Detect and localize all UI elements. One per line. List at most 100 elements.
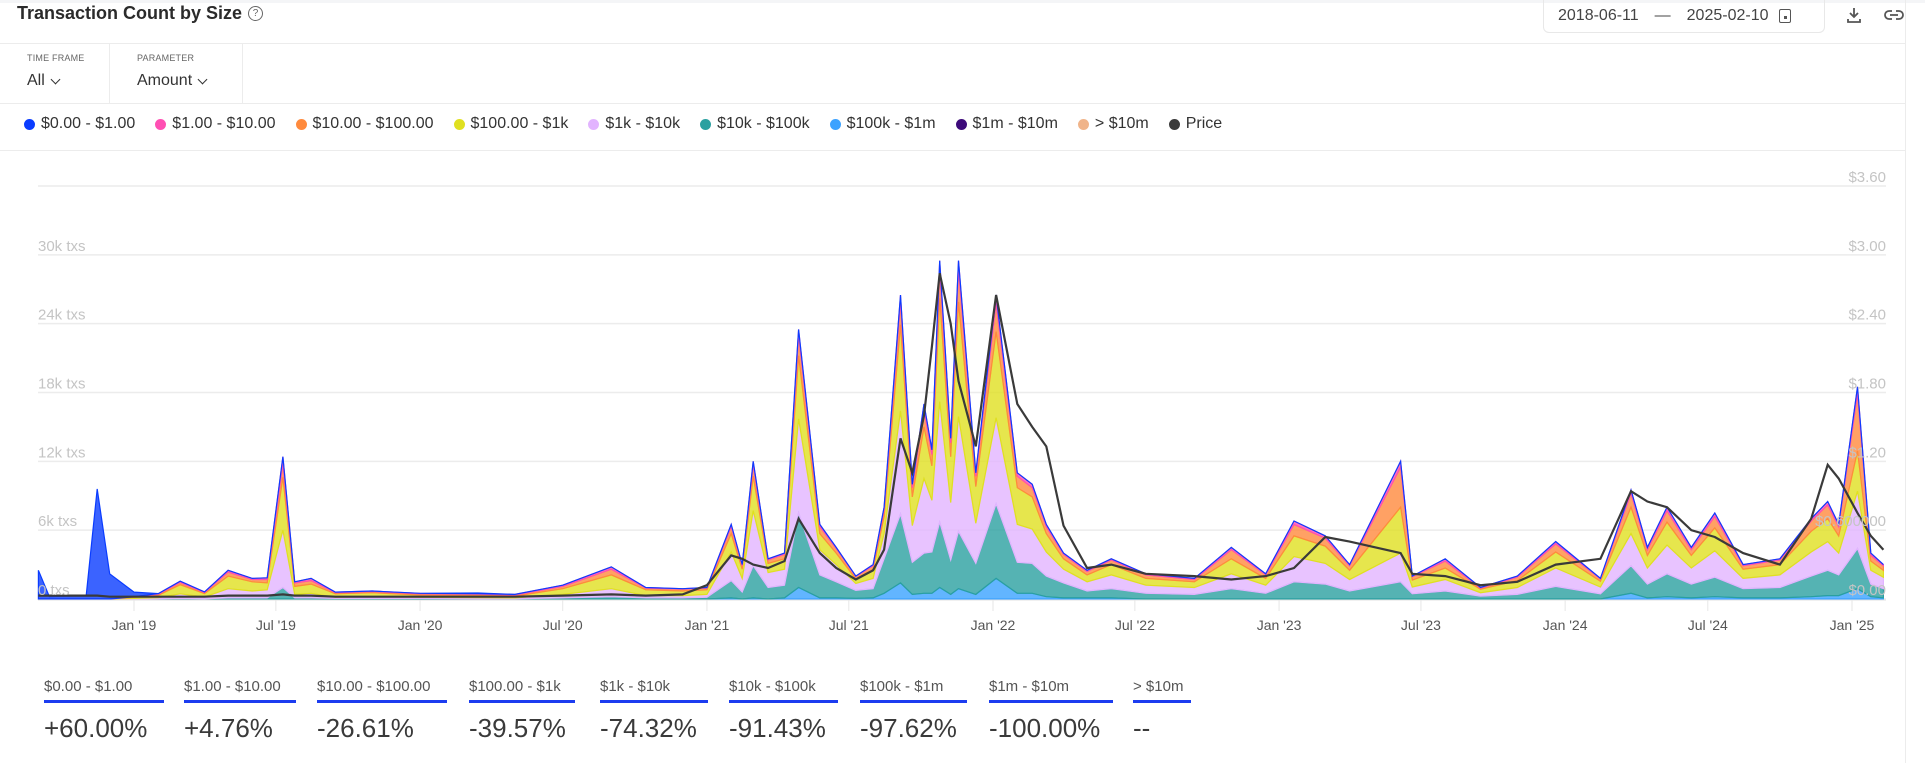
stat-label: $1.00 - $10.00 xyxy=(184,678,296,703)
stat-value: -91.43% xyxy=(729,713,826,743)
legend-label: $0.00 - $1.00 xyxy=(41,115,136,132)
top-strip xyxy=(0,0,1925,3)
stat-value: +4.76% xyxy=(184,713,273,743)
chart-legend: $0.00 - $1.00 $1.00 - $10.00 $10.00 - $100… xyxy=(24,115,1222,133)
legend-dot-icon xyxy=(1168,118,1180,130)
y-left-tick-label: 0 txs xyxy=(38,582,70,599)
divider xyxy=(0,150,1906,151)
stat-label: $10k - $100k xyxy=(729,678,838,703)
time-frame-filter[interactable]: TIME FRAME All xyxy=(0,43,110,103)
link-icon xyxy=(1884,10,1904,20)
x-tick-label: Jan '19 xyxy=(112,617,157,633)
chart-title: Transaction Count by Size ? xyxy=(17,3,264,24)
stat-item: $1k - $10k -74.32% xyxy=(600,678,708,744)
x-tick-label: Jul '19 xyxy=(256,617,296,633)
legend-label: Price xyxy=(1185,115,1223,132)
y-right-tick-label: $1.20 xyxy=(1848,444,1886,461)
x-tick-label: Jul '24 xyxy=(1688,617,1728,633)
chart-title-text: Transaction Count by Size xyxy=(17,3,243,23)
time-frame-label: TIME FRAME xyxy=(27,53,85,63)
legend-item-s6[interactable]: $100k - $1m xyxy=(829,115,936,133)
legend-item-s8[interactable]: > $10m xyxy=(1077,115,1149,133)
stat-label: $10.00 - $100.00 xyxy=(317,678,447,703)
x-tick-label: Jul '22 xyxy=(1115,617,1155,633)
legend-item-s7[interactable]: $1m - $10m xyxy=(955,115,1058,133)
x-tick-label: Jan '23 xyxy=(1257,617,1302,633)
copy-link-button[interactable] xyxy=(1882,3,1906,27)
x-tick-label: Jul '20 xyxy=(543,617,583,633)
x-tick-label: Jul '23 xyxy=(1401,617,1441,633)
y-left-tick-label: 30k txs xyxy=(38,238,86,255)
stat-item: $100k - $1m -97.62% xyxy=(860,678,967,744)
question-circle-icon[interactable]: ? xyxy=(248,6,264,21)
stat-item: > $10m -- xyxy=(1133,678,1191,744)
parameter-value: Amount xyxy=(137,72,193,89)
legend-label: > $10m xyxy=(1094,115,1149,132)
stat-value: -100.00% xyxy=(989,713,1101,743)
stat-item: $1.00 - $10.00 +4.76% xyxy=(184,678,296,744)
y-left-tick-label: 6k txs xyxy=(38,513,77,530)
x-tick-label: Jan '25 xyxy=(1830,617,1875,633)
x-tick-label: Jan '20 xyxy=(398,617,443,633)
y-left-tick-label: 24k txs xyxy=(38,307,86,324)
stat-label: $1m - $10m xyxy=(989,678,1113,703)
price-line xyxy=(38,272,1885,598)
legend-dot-icon xyxy=(155,118,167,130)
legend-label: $10.00 - $100.00 xyxy=(312,115,434,132)
x-tick-label: Jan '21 xyxy=(685,617,730,633)
legend-label: $1m - $10m xyxy=(972,115,1058,132)
x-tick-label: Jul '21 xyxy=(829,617,869,633)
legend-dot-icon xyxy=(955,118,967,130)
legend-item-s4[interactable]: $1k - $10k xyxy=(588,115,680,133)
stat-value: -26.61% xyxy=(317,713,414,743)
parameter-filter[interactable]: PARAMETER Amount xyxy=(110,43,243,103)
divider xyxy=(0,43,1906,44)
legend-item-s0[interactable]: $0.00 - $1.00 xyxy=(24,115,135,133)
date-to[interactable]: 2025-02-10 xyxy=(1686,7,1769,24)
download-button[interactable] xyxy=(1842,3,1866,27)
y-left-tick-label: 12k txs xyxy=(38,444,86,461)
legend-label: $1k - $10k xyxy=(605,115,681,132)
stat-value: +60.00% xyxy=(44,713,148,743)
legend-dot-icon xyxy=(1077,118,1089,130)
legend-item-s1[interactable]: $1.00 - $10.00 xyxy=(155,115,276,133)
download-icon xyxy=(1847,8,1861,23)
stat-value: -- xyxy=(1133,713,1151,743)
legend-label: $100.00 - $1k xyxy=(470,115,569,132)
stat-label: $100.00 - $1k xyxy=(469,678,575,703)
y-left-tick-label: 18k txs xyxy=(38,376,86,393)
date-separator: — xyxy=(1654,7,1671,24)
legend-item-price[interactable]: Price xyxy=(1168,115,1223,133)
legend-item-s5[interactable]: $10k - $100k xyxy=(700,115,810,133)
legend-item-s2[interactable]: $10.00 - $100.00 xyxy=(295,115,434,133)
y-right-tick-label: $0.00 xyxy=(1848,582,1886,599)
legend-dot-icon xyxy=(700,118,712,130)
stat-value: -74.32% xyxy=(600,713,697,743)
stat-label: > $10m xyxy=(1133,678,1191,703)
legend-dot-icon xyxy=(24,118,35,130)
stacked-area-chart: 0 txs 6k txs 12k txs 18k txs 24k txs 30k txs $… xyxy=(37,169,1886,633)
stat-item: $100.00 - $1k -39.57% xyxy=(469,678,575,744)
stat-label: $1k - $10k xyxy=(600,678,708,703)
calendar-icon[interactable] xyxy=(1778,9,1791,23)
legend-label: $10k - $100k xyxy=(717,115,810,132)
y-right-tick-label: $3.60 xyxy=(1848,169,1886,186)
y-right-tick-label: $3.00 xyxy=(1848,238,1886,255)
legend-dot-icon xyxy=(829,118,841,130)
legend-dot-icon xyxy=(588,118,600,130)
date-from[interactable]: 2018-06-11 xyxy=(1558,7,1639,24)
time-frame-value: All xyxy=(27,72,45,89)
y-right-tick-label: $0.600000 xyxy=(1815,513,1886,530)
stat-item: $1m - $10m -100.00% xyxy=(989,678,1113,744)
legend-item-s3[interactable]: $100.00 - $1k xyxy=(453,115,569,133)
legend-dot-icon xyxy=(295,118,307,130)
date-range-picker[interactable]: 2018-06-11 — 2025-02-10 xyxy=(1543,0,1825,33)
legend-dot-icon xyxy=(453,118,465,130)
stat-label: $100k - $1m xyxy=(860,678,967,703)
time-frame-dropdown[interactable]: All xyxy=(27,72,109,90)
stat-value: -97.62% xyxy=(860,713,957,743)
x-tick-label: Jan '22 xyxy=(971,617,1016,633)
parameter-dropdown[interactable]: Amount xyxy=(137,72,242,90)
y-right-tick-label: $1.80 xyxy=(1848,376,1886,393)
